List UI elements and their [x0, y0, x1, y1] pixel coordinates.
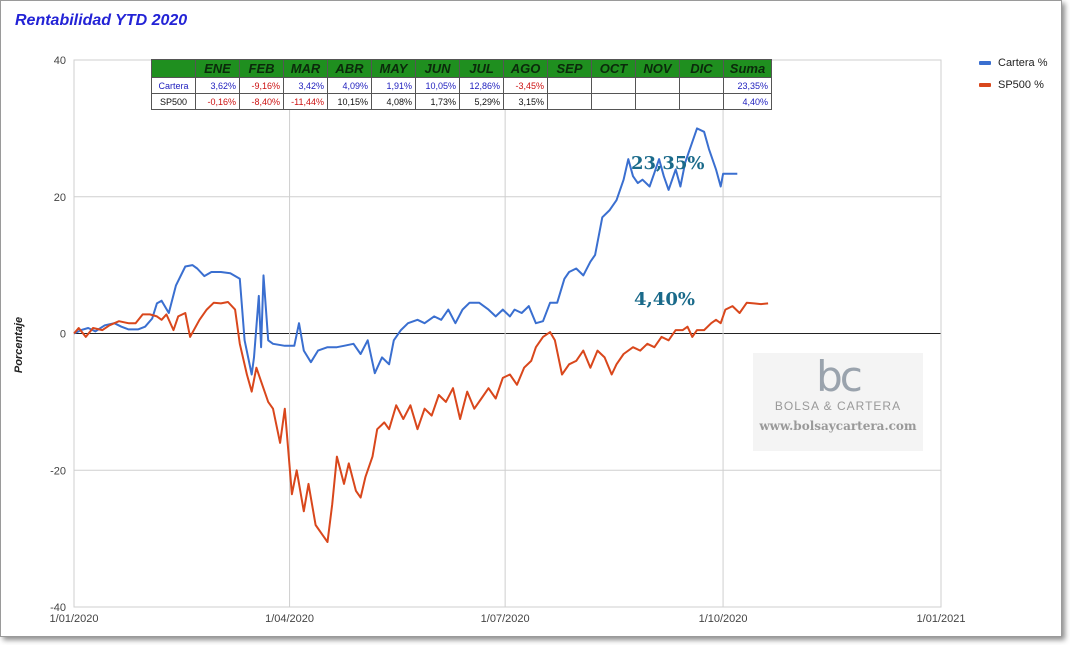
- y-tick-label: 0: [60, 329, 66, 341]
- table-cell: [679, 77, 724, 94]
- table-header-cell: Suma: [723, 59, 772, 78]
- table-cell: -9,16%: [239, 77, 284, 94]
- table-cell: 1,91%: [371, 77, 416, 94]
- table-cell: 3,42%: [283, 77, 328, 94]
- table-cell: -0,16%: [195, 93, 240, 110]
- table-cell: 4,08%: [371, 93, 416, 110]
- table-header-cell: AGO: [503, 59, 548, 78]
- table-cell: [591, 93, 636, 110]
- table-row-name: Cartera: [151, 77, 196, 94]
- table-cell: -3,45%: [503, 77, 548, 94]
- watermark-url: www.bolsaycartera.com: [759, 419, 917, 433]
- table-cell: 4,09%: [327, 77, 372, 94]
- table-header-cell: ABR: [327, 59, 372, 78]
- table-cell: [679, 93, 724, 110]
- y-tick-label: 40: [54, 55, 66, 67]
- table-cell: 5,29%: [459, 93, 504, 110]
- legend-item-sp500: SP500 %: [979, 74, 1048, 96]
- table-cell: 3,62%: [195, 77, 240, 94]
- table-header-cell: OCT: [591, 59, 636, 78]
- table-cell: [635, 93, 680, 110]
- x-tick-label: 1/04/2020: [265, 613, 314, 625]
- table-header-cell: NOV: [635, 59, 680, 78]
- series-line-cartera: [73, 127, 738, 376]
- end-label-cartera: 23,35%: [631, 153, 705, 174]
- table-header-cell: FEB: [239, 59, 284, 78]
- table-row: SP500 -0,16% -8,40% -11,44% 10,15% 4,08% 1,73%…: [151, 93, 772, 110]
- grid-lines: [73, 59, 942, 608]
- chart-title: Rentabilidad YTD 2020: [15, 12, 188, 29]
- table-header-cell: MAY: [371, 59, 416, 78]
- x-tick-label: 1/01/2020: [50, 613, 99, 625]
- table-row-name: SP500: [151, 93, 196, 110]
- table-header-cell: MAR: [283, 59, 328, 78]
- table-cell: -8,40%: [239, 93, 284, 110]
- table-header-cell: JUN: [415, 59, 460, 78]
- table-cell: [547, 93, 592, 110]
- end-label-sp500: 4,40%: [634, 289, 695, 310]
- axis-ticks: 40 20 0 -20 -401/01/2020 1/04/2020 1/07/2020 1/…: [50, 55, 966, 625]
- series-lines: [73, 127, 769, 543]
- table-cell: [635, 77, 680, 94]
- watermark-name: BOLSA & CARTERA: [774, 399, 902, 413]
- table-header-cell: SEP: [547, 59, 592, 78]
- table-header-cell: JUL: [459, 59, 504, 78]
- table-body: Cartera 3,62% -9,16% 3,42% 4,09% 1,91% 10,05% 1…: [151, 77, 772, 110]
- table-row: Cartera 3,62% -9,16% 3,42% 4,09% 1,91% 10,05% 1…: [151, 77, 772, 94]
- legend-swatch-sp500: [979, 83, 991, 87]
- table-cell: 23,35%: [723, 77, 772, 94]
- table-cell: 3,15%: [503, 93, 548, 110]
- table-cell: 1,73%: [415, 93, 460, 110]
- legend-swatch-cartera: [979, 61, 991, 65]
- table-header-row: ENE FEB MAR ABR MAY JUN JUL AGO SEP OCT NOV DIC Suma: [151, 59, 772, 78]
- table-header-cell: ENE: [195, 59, 240, 78]
- series-line-sp500: [73, 301, 769, 543]
- legend-item-cartera: Cartera %: [979, 52, 1048, 74]
- x-tick-label: 1/01/2021: [917, 613, 966, 625]
- table-corner-cell: [151, 59, 196, 78]
- watermark-logo: bc: [816, 352, 863, 401]
- table-cell: 12,86%: [459, 77, 504, 94]
- monthly-returns-table: ENE FEB MAR ABR MAY JUN JUL AGO SEP OCT NOV DIC Suma…: [151, 59, 772, 110]
- watermark: bc BOLSA & CARTERA www.bolsaycartera.com: [753, 353, 923, 451]
- table-header-cell: DIC: [679, 59, 724, 78]
- y-tick-label: -40: [50, 602, 66, 614]
- table-cell: 4,40%: [723, 93, 772, 110]
- table-cell: -11,44%: [283, 93, 328, 110]
- table-cell: 10,05%: [415, 77, 460, 94]
- legend-label-sp500: SP500 %: [998, 79, 1044, 91]
- x-tick-label: 1/10/2020: [699, 613, 748, 625]
- table-cell: [547, 77, 592, 94]
- y-tick-label: -20: [50, 465, 66, 477]
- x-tick-label: 1/07/2020: [481, 613, 530, 625]
- table-cell: 10,15%: [327, 93, 372, 110]
- table-cell: [591, 77, 636, 94]
- y-tick-label: 20: [54, 192, 66, 204]
- legend: Cartera % SP500 %: [979, 52, 1048, 96]
- legend-label-cartera: Cartera %: [998, 57, 1048, 69]
